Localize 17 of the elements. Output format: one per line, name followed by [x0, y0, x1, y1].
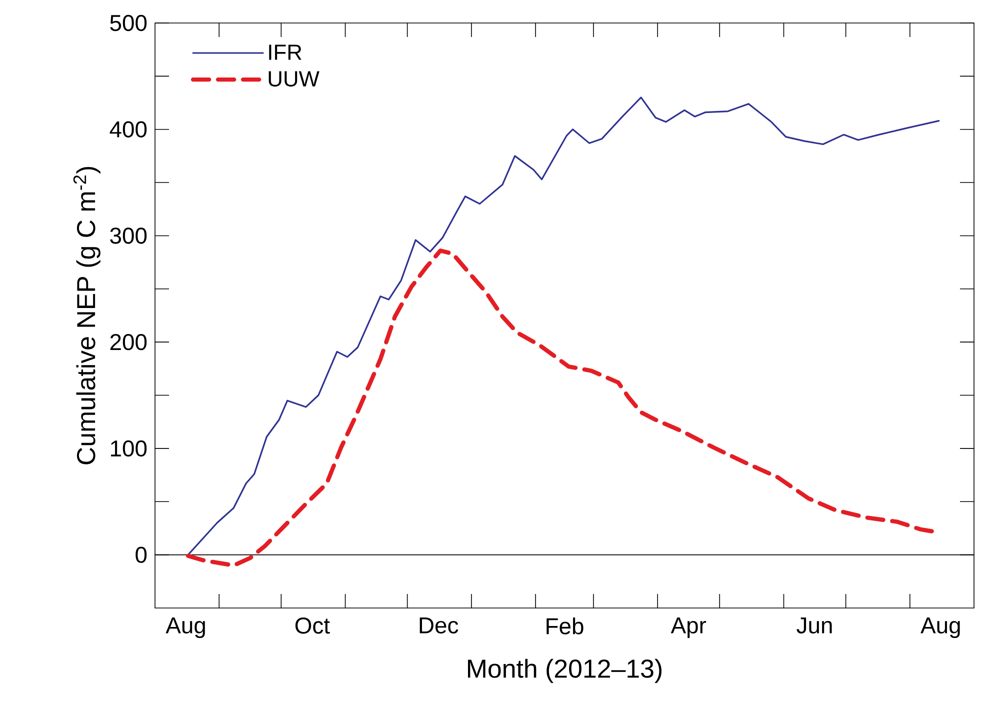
- x-tick-label: Aug: [920, 618, 960, 638]
- y-tick-label: 100: [111, 440, 147, 457]
- x-tick-label: Aug: [166, 618, 205, 638]
- y-tick-label: 200: [110, 334, 147, 350]
- x-tick-label: Jun: [796, 618, 832, 634]
- y-tick-label: 500: [110, 14, 147, 32]
- x-axis-title: Month (2012–13): [468, 658, 662, 683]
- legend-label: IFR: [269, 44, 302, 60]
- x-tick-label: Feb: [546, 618, 584, 634]
- x-tick-label: Dec: [420, 618, 458, 634]
- y-tick-label: 0: [136, 546, 147, 563]
- y-axis-title: Cumulative NEP (g C m$^{-2}$): [73, 167, 100, 464]
- x-tick-label: Apr: [670, 618, 706, 638]
- x-tick-label: Oct: [295, 618, 330, 634]
- y-tick-label: 400: [110, 121, 147, 138]
- legend-label: UUW: [268, 71, 320, 87]
- y-tick-label: 300: [110, 228, 147, 244]
